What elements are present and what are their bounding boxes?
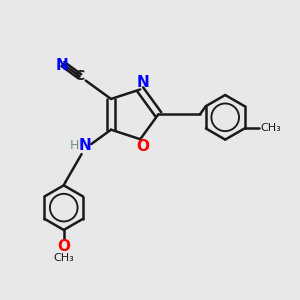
Text: O: O [57, 239, 70, 254]
Text: N: N [136, 75, 149, 90]
Text: N: N [56, 58, 68, 73]
Text: O: O [136, 139, 149, 154]
Text: N: N [78, 139, 91, 154]
Text: H: H [70, 140, 80, 152]
Text: C: C [75, 69, 85, 83]
Text: CH₃: CH₃ [53, 253, 74, 263]
Text: CH₃: CH₃ [260, 124, 281, 134]
